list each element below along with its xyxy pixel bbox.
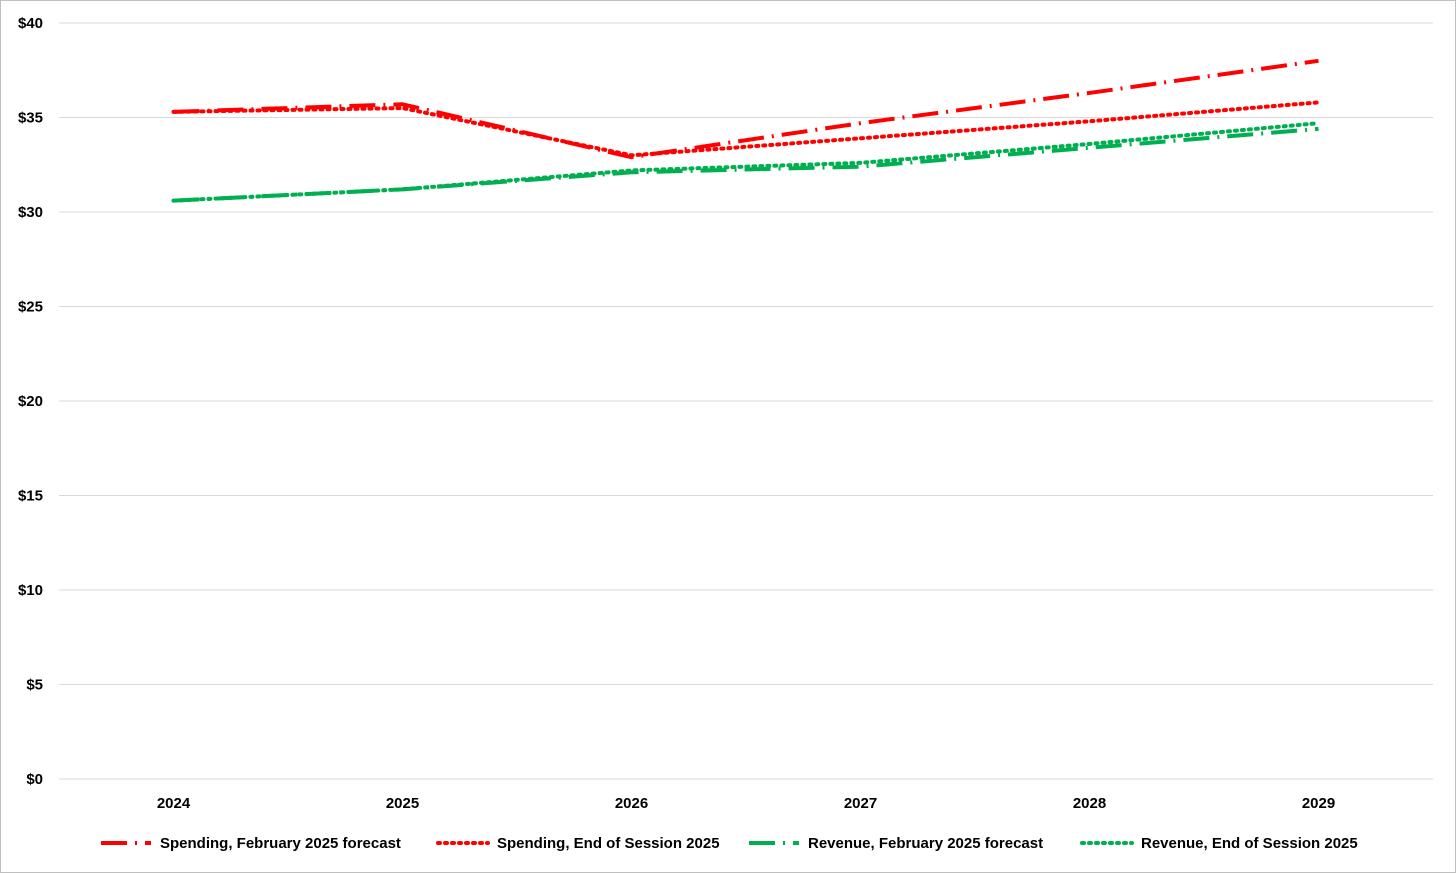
y-tick-label: $10 (18, 582, 43, 599)
series-lines (171, 58, 1321, 203)
legend: Spending, February 2025 forecast Spending… (101, 835, 1358, 852)
legend-label: Revenue, End of Session 2025 (1141, 835, 1358, 852)
series-line (173, 58, 1319, 160)
legend-label: Revenue, February 2025 forecast (808, 835, 1043, 852)
x-tick-label: 2028 (1073, 795, 1106, 812)
series-line (171, 100, 1321, 158)
x-tick-label: 2026 (615, 795, 648, 812)
legend-label: Spending, February 2025 forecast (160, 835, 401, 852)
gridlines (59, 22, 1433, 780)
y-tick-label: $40 (18, 15, 43, 32)
y-tick-label: $20 (18, 393, 43, 410)
x-axis-ticks: 2024 2025 2026 2027 2028 2029 (157, 795, 1335, 812)
y-tick-label: $0 (26, 771, 43, 788)
x-tick-label: 2024 (157, 795, 191, 812)
y-tick-label: $30 (18, 204, 43, 221)
y-tick-label: $5 (26, 677, 43, 694)
y-axis-ticks: $0 $5 $10 $15 $20 $25 $30 $35 $40 (18, 15, 43, 788)
x-tick-label: 2025 (386, 795, 419, 812)
y-tick-label: $25 (18, 299, 43, 316)
y-tick-label: $35 (18, 110, 43, 127)
x-tick-label: 2027 (844, 795, 877, 812)
legend-label: Spending, End of Session 2025 (497, 835, 720, 852)
x-tick-label: 2029 (1302, 795, 1335, 812)
y-tick-label: $15 (18, 488, 43, 505)
series-line (171, 121, 1321, 203)
